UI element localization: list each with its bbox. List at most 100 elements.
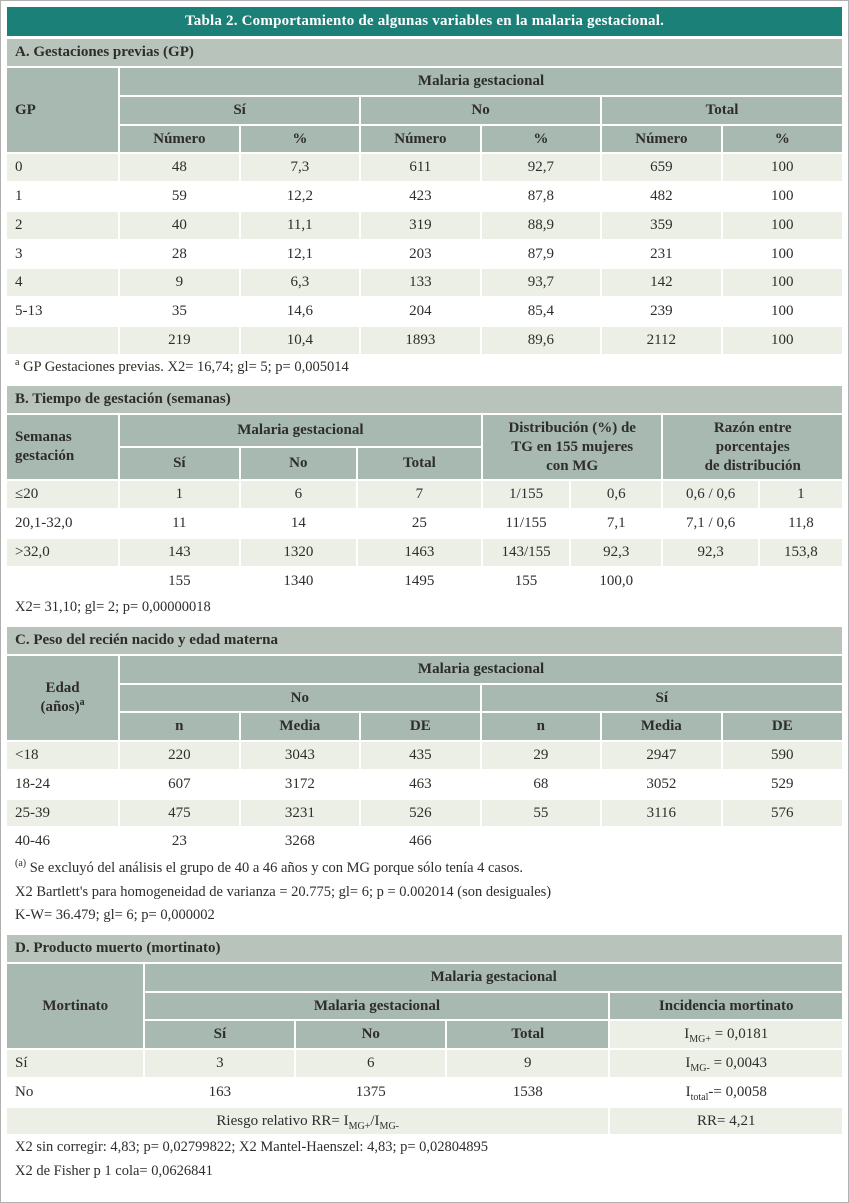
- table-row: 0 48 7,3 611 92,7 659 100: [7, 154, 842, 181]
- table-row: 18-24 607 3172 463 68 3052 529: [7, 770, 842, 798]
- table-cell: 359: [602, 211, 721, 239]
- table-cell: 219: [120, 326, 239, 354]
- table-cell: 435: [361, 742, 480, 769]
- table-row: 4 9 6,3 133 93,7 142 100: [7, 269, 842, 296]
- table-cell: 7,1 / 0,6: [663, 510, 758, 537]
- table-cell: 59: [120, 183, 239, 210]
- table-cell: 239: [602, 298, 721, 325]
- table-cell: 529: [722, 770, 842, 798]
- column-header: Malaria gestacional: [145, 992, 609, 1020]
- column-header: DE: [722, 713, 842, 741]
- column-header: Total: [357, 448, 481, 480]
- table-cell: 55: [481, 799, 601, 827]
- column-header: n: [120, 713, 239, 741]
- table-cell: 482: [602, 183, 721, 210]
- footnote: X2 sin corregir: 4,83; p= 0,02799822; X2…: [7, 1134, 842, 1158]
- column-header: Mortinato: [7, 963, 144, 1049]
- table-d: Mortinato Malaria gestacional Malaria gest…: [5, 962, 844, 1137]
- table-cell: 231: [602, 240, 721, 268]
- table-cell: RR= 4,21: [610, 1107, 842, 1135]
- table-cell: 1: [119, 481, 239, 509]
- column-header: Sí: [145, 1021, 295, 1049]
- table-cell: 7: [357, 481, 481, 509]
- table-cell: 3231: [240, 799, 360, 827]
- table-cell: <18: [7, 742, 119, 769]
- table-cell: 14,6: [240, 298, 360, 325]
- table-cell: 0: [7, 154, 119, 181]
- table-cell: 89,6: [481, 326, 601, 354]
- table-cell: 0,6: [571, 481, 662, 509]
- column-header: n: [481, 713, 601, 741]
- table-cell: 100: [722, 298, 842, 325]
- table-cell: 1/155: [482, 481, 570, 509]
- table-row: 20,1-32,0 11 14 25 11/155 7,1 7,1 / 0,6 11,8: [7, 510, 842, 537]
- column-header: Incidencia mortinato: [610, 992, 842, 1020]
- table-row: 155 1340 1495 155 100,0: [7, 567, 842, 595]
- footnote: X2= 31,10; gl= 2; p= 0,00000018: [7, 594, 842, 618]
- column-header: GP: [7, 68, 119, 153]
- column-header: Semanas gestación: [7, 415, 118, 480]
- table-cell: 68: [481, 770, 601, 798]
- table-cell: 526: [361, 799, 480, 827]
- table-cell: 12,1: [240, 240, 360, 268]
- table-cell: 142: [602, 269, 721, 296]
- table-cell: 5-13: [7, 298, 119, 325]
- table-cell: 155: [482, 567, 570, 595]
- column-header: No: [361, 96, 601, 124]
- table-cell: [7, 567, 118, 595]
- table-cell: 2112: [602, 326, 721, 354]
- table-cell: 92,3: [571, 538, 662, 566]
- table-cell: 100: [722, 211, 842, 239]
- table-cell: 88,9: [481, 211, 601, 239]
- table-title: Tabla 2. Comportamiento de algunas varia…: [7, 7, 842, 36]
- table-cell: ≤20: [7, 481, 118, 509]
- footnote: (a) Se excluyó del análisis el grupo de …: [7, 855, 842, 879]
- footnote: a GP Gestaciones previas. X2= 16,74; gl=…: [7, 353, 842, 378]
- table-cell: 1538: [447, 1078, 609, 1106]
- table-a: GP Malaria gestacional Sí No Total Número% Núm…: [5, 66, 844, 356]
- column-header: Sí: [481, 684, 842, 712]
- section-b: B. Tiempo de gestación (semanas) Semanas g…: [7, 386, 842, 618]
- table-cell: 48: [120, 154, 239, 181]
- table-cell: 87,8: [481, 183, 601, 210]
- table-cell: 7,1: [571, 510, 662, 537]
- table-cell: 6,3: [240, 269, 360, 296]
- footnote: X2 Bartlett's para homogeneidad de varia…: [7, 878, 842, 903]
- table-cell: 11,1: [240, 211, 360, 239]
- table-cell: 20,1-32,0: [7, 510, 118, 537]
- column-header: Número: [602, 125, 721, 153]
- table-cell: 93,7: [481, 269, 601, 296]
- sections-container: A. Gestaciones previas (GP) GP Malaria ges…: [5, 39, 844, 1182]
- table-cell: 0,6 / 0,6: [663, 481, 758, 509]
- table-cell: 85,4: [481, 298, 601, 325]
- table-cell: 25-39: [7, 799, 119, 827]
- table-cell: 423: [361, 183, 480, 210]
- table-row: 1 59 12,2 423 87,8 482 100: [7, 183, 842, 210]
- table-cell: 590: [722, 742, 842, 769]
- column-header: Número: [120, 125, 239, 153]
- table-row: 5-13 35 14,6 204 85,4 239 100: [7, 298, 842, 325]
- table-cell: 1463: [357, 538, 481, 566]
- column-header: Total: [447, 1021, 609, 1049]
- table-cell: 14: [240, 510, 356, 537]
- column-header: %: [481, 125, 601, 153]
- table-cell: 3: [7, 240, 119, 268]
- table-cell: 40: [120, 211, 239, 239]
- table-cell: 3172: [240, 770, 360, 798]
- table-cell: 153,8: [759, 538, 842, 566]
- column-header: Malaria gestacional: [120, 655, 842, 683]
- table-cell: Sí: [7, 1050, 144, 1077]
- table-cell: 100,0: [571, 567, 662, 595]
- table-cell: 143/155: [482, 538, 570, 566]
- column-header: Sí: [120, 96, 360, 124]
- table-cell: [759, 567, 842, 595]
- table-cell: 1: [759, 481, 842, 509]
- column-header: No: [240, 448, 356, 480]
- section-b-header: B. Tiempo de gestación (semanas): [7, 386, 842, 414]
- table-cell: 4: [7, 269, 119, 296]
- section-c-header: C. Peso del recién nacido y edad materna: [7, 626, 842, 654]
- table-cell: 463: [361, 770, 480, 798]
- table-cell: 203: [361, 240, 480, 268]
- table-row: 2 40 11,1 319 88,9 359 100: [7, 211, 842, 239]
